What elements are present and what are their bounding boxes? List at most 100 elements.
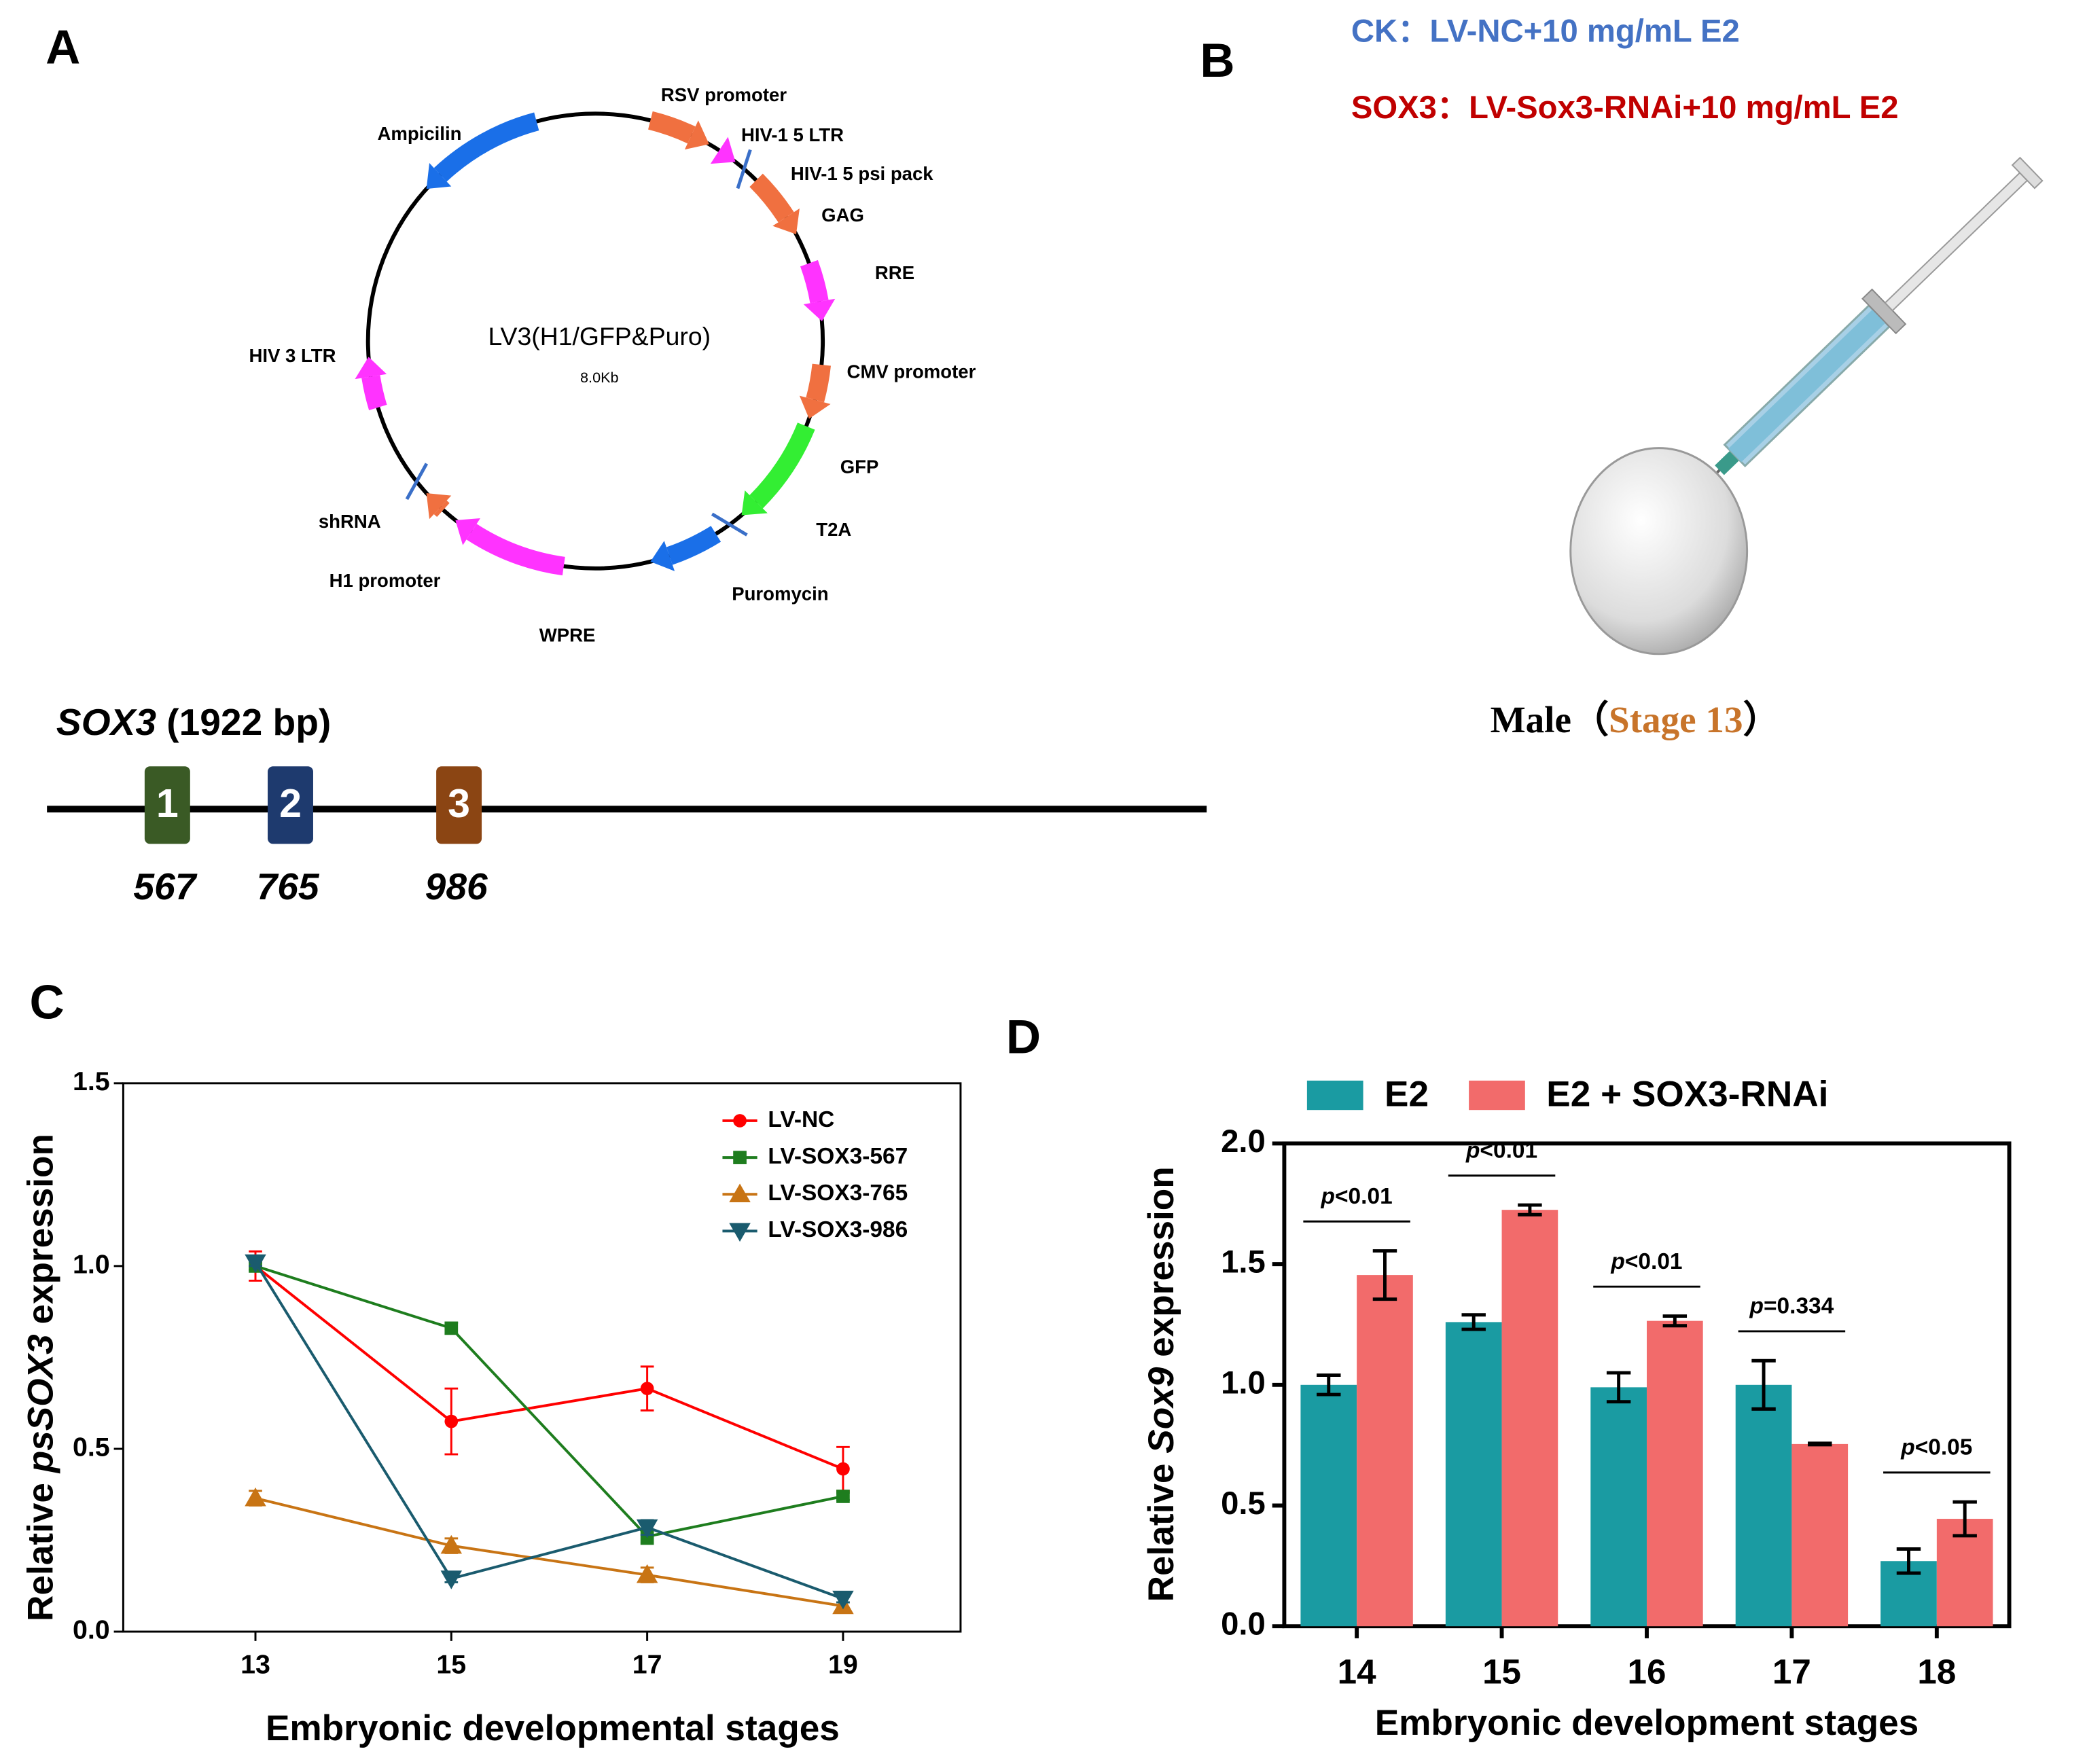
bar bbox=[1646, 1320, 1703, 1627]
bar bbox=[1357, 1275, 1413, 1627]
feature-arc bbox=[647, 111, 696, 144]
feature-label: GFP bbox=[840, 456, 879, 477]
x-axis-title: Embryonic developmental stages bbox=[266, 1708, 840, 1748]
feature-arc bbox=[433, 112, 539, 182]
marker bbox=[444, 1321, 459, 1335]
x-tick-label: 15 bbox=[1482, 1653, 1521, 1691]
group-sox3: SOX3：LV-Sox3-RNAi+10 mg/mL E2 bbox=[1351, 90, 1899, 126]
feature-label: WPRE bbox=[539, 624, 596, 645]
significance-label: p<0.05 bbox=[1900, 1435, 1972, 1460]
feature-label: HIV-1 5 LTR bbox=[741, 124, 844, 145]
syringe bbox=[1681, 156, 2044, 507]
panel-label: A bbox=[46, 21, 80, 75]
error-bar bbox=[1518, 1203, 1542, 1217]
series-line bbox=[255, 1496, 844, 1608]
feature-arc bbox=[749, 422, 815, 509]
y-tick-label: 0.0 bbox=[73, 1615, 110, 1644]
feature-arrowhead bbox=[684, 120, 709, 150]
marker bbox=[733, 1114, 747, 1128]
plasmid-features: RSV promoter HIV-1 5 LTR HIV-1 5 psi pack G… bbox=[249, 84, 976, 645]
marker bbox=[440, 1570, 463, 1589]
exon-label: 1 bbox=[156, 781, 179, 826]
feature-label: T2A bbox=[816, 519, 851, 540]
caption: Male（Stage 13） bbox=[1491, 699, 1781, 740]
feature-label: CMV promoter bbox=[847, 361, 976, 382]
legend-label: LV-NC bbox=[768, 1107, 834, 1132]
feature-arrowhead bbox=[426, 162, 452, 190]
y-tick-label: 2.0 bbox=[1221, 1123, 1266, 1159]
feature-label: RSV promoter bbox=[661, 84, 787, 105]
x-tick-label: 16 bbox=[1628, 1653, 1666, 1691]
feature-arrowhead bbox=[355, 357, 387, 380]
feature-label: Puromycin bbox=[732, 583, 828, 604]
caption-part: Male（ bbox=[1491, 699, 1609, 740]
series-line bbox=[254, 1261, 844, 1600]
error-bar bbox=[1662, 1314, 1688, 1328]
x-tick-label: 19 bbox=[828, 1650, 858, 1680]
feature-arrowhead bbox=[803, 298, 836, 321]
x-tick-label: 18 bbox=[1917, 1653, 1956, 1691]
legend-label: E2 bbox=[1385, 1075, 1429, 1115]
bar bbox=[1300, 1384, 1357, 1627]
error-bar bbox=[1896, 1547, 1921, 1575]
y-axis-title: Relative psSOX3 expression bbox=[20, 1134, 60, 1621]
exon-label: 3 bbox=[448, 781, 470, 826]
marker bbox=[733, 1151, 747, 1164]
feature-arrowhead bbox=[650, 541, 675, 571]
bar bbox=[1445, 1322, 1502, 1627]
bar bbox=[1590, 1387, 1647, 1627]
significance-label: p<0.01 bbox=[1321, 1184, 1393, 1209]
site-position: 986 bbox=[425, 865, 488, 907]
feature-label: HIV-1 5 psi pack bbox=[791, 163, 933, 184]
y-tick-label: 1.0 bbox=[73, 1249, 110, 1279]
feature-arc bbox=[361, 375, 387, 410]
exon-box bbox=[268, 766, 313, 844]
panel-label: C bbox=[30, 975, 65, 1029]
error-bar bbox=[1606, 1371, 1631, 1404]
site-cross bbox=[711, 512, 748, 537]
legend-label: LV-SOX3-567 bbox=[768, 1144, 908, 1169]
marker bbox=[640, 1382, 654, 1396]
caption-part: Stage 13 bbox=[1609, 699, 1743, 740]
marker bbox=[836, 1490, 850, 1503]
x-tick-label: 15 bbox=[436, 1650, 466, 1680]
feature-label: RRE bbox=[875, 262, 914, 283]
feature-arrowhead bbox=[772, 208, 800, 234]
bar bbox=[1791, 1443, 1849, 1627]
exon-label: 2 bbox=[279, 781, 302, 826]
error-bar bbox=[1952, 1500, 1977, 1538]
marker bbox=[729, 1183, 751, 1203]
plot-frame bbox=[122, 1082, 962, 1633]
error-bar bbox=[1317, 1373, 1341, 1397]
feature-arc bbox=[749, 173, 794, 223]
caption-part: ） bbox=[1743, 699, 1781, 740]
egg bbox=[1569, 447, 1749, 655]
x-tick-label: 17 bbox=[632, 1650, 662, 1680]
legend-label: LV-SOX3-986 bbox=[768, 1217, 908, 1242]
feature-label: H1 promoter bbox=[329, 570, 441, 591]
chart-d: 0.0 0.5 1.0 1.5 2.0 14 p<0.01 15 p<0.01 16 p<0.01 1… bbox=[1141, 1075, 2012, 1743]
feature-label: shRNA bbox=[319, 511, 381, 532]
y-tick-label: 1.5 bbox=[1221, 1244, 1266, 1280]
gene-title: SOX3 (1922 bp) bbox=[56, 701, 331, 743]
feature-arc bbox=[466, 524, 565, 576]
chart-c: 0.0 0.5 1.0 1.5 13 15 17 19 Embryonic developmen… bbox=[20, 1066, 962, 1748]
x-axis-title: Embryonic development stages bbox=[1375, 1703, 1919, 1743]
marker bbox=[245, 1487, 266, 1507]
x-tick-label: 14 bbox=[1338, 1653, 1376, 1691]
feature-arrowhead bbox=[741, 490, 768, 516]
marker bbox=[832, 1590, 854, 1610]
feature-arc bbox=[800, 259, 829, 304]
y-tick-label: 0.5 bbox=[73, 1432, 110, 1462]
marker bbox=[245, 1254, 266, 1274]
marker bbox=[729, 1223, 751, 1242]
y-tick-label: 1.5 bbox=[73, 1066, 110, 1096]
legend-label: E2 + SOX3-RNAi bbox=[1546, 1075, 1828, 1115]
feature-label: HIV 3 LTR bbox=[249, 345, 336, 366]
feature-arrowhead bbox=[799, 395, 831, 419]
site-cross bbox=[405, 463, 429, 501]
series-line bbox=[255, 1265, 844, 1538]
feature-arrowhead bbox=[455, 518, 480, 545]
feature-arc bbox=[433, 500, 450, 518]
